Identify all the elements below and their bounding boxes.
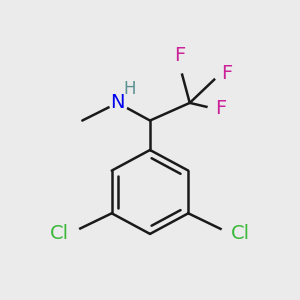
Text: N: N bbox=[110, 93, 125, 112]
Text: Cl: Cl bbox=[231, 224, 250, 243]
Text: F: F bbox=[215, 99, 226, 118]
Text: F: F bbox=[221, 64, 232, 83]
Text: H: H bbox=[123, 80, 135, 98]
Text: F: F bbox=[174, 46, 185, 64]
Text: Cl: Cl bbox=[50, 224, 69, 243]
